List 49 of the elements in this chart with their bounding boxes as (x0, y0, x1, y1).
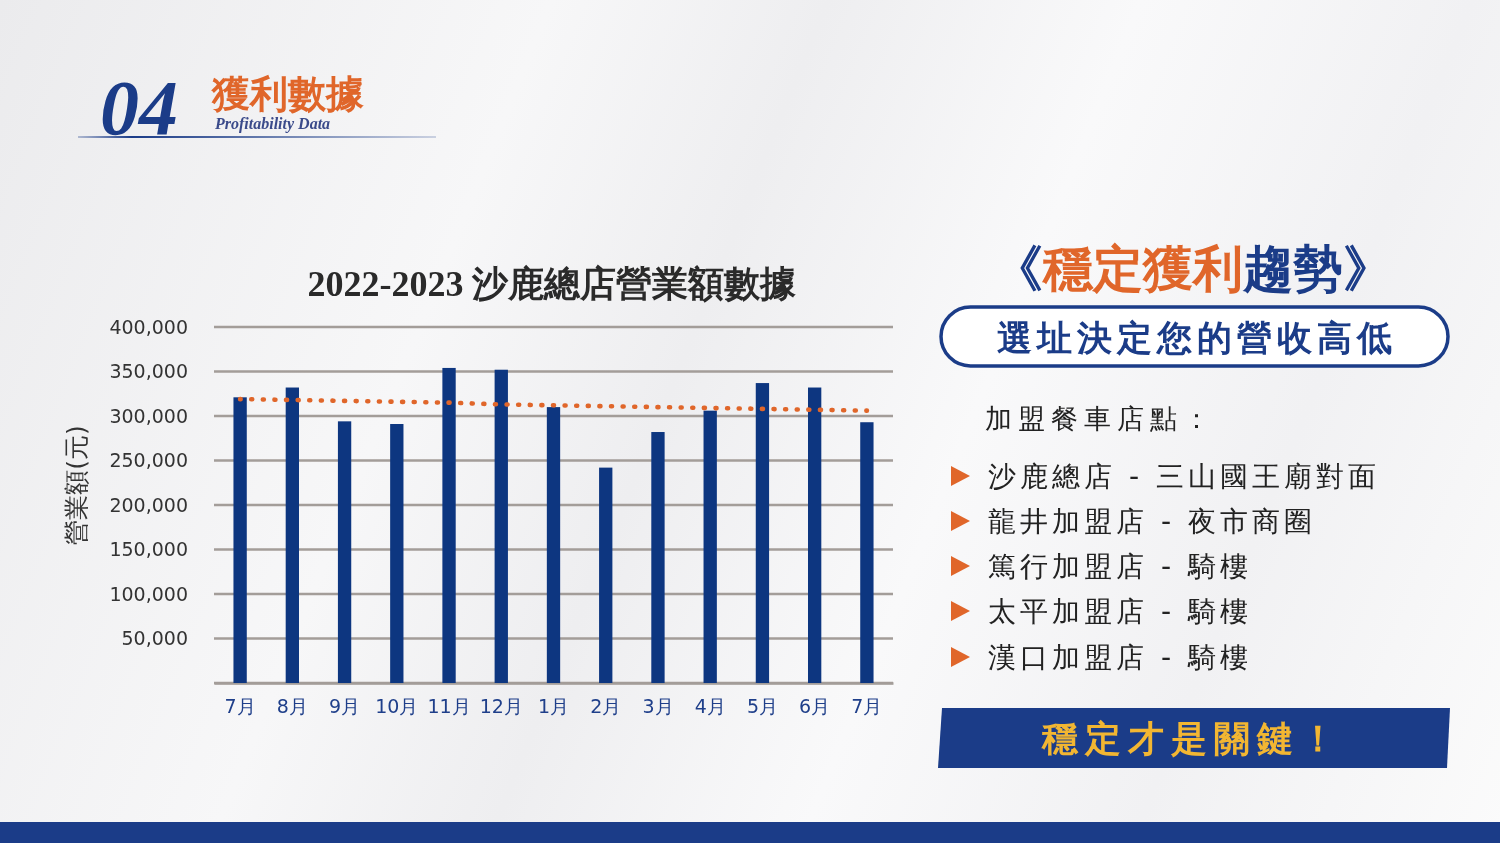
bar (390, 424, 404, 683)
x-tick-label: 2月 (590, 695, 622, 718)
bar (599, 467, 613, 683)
x-tick-label: 10月 (375, 695, 419, 718)
text: 太平加盟店 - 騎樓 (988, 595, 1252, 628)
y-tick-label: 50,000 (121, 627, 188, 650)
text: 獲利數據 (211, 72, 364, 116)
x-tick-label: 4月 (694, 695, 726, 718)
y-tick-label: 200,000 (109, 493, 188, 516)
bar (233, 397, 247, 683)
bar (337, 421, 352, 683)
x-tick-label: 7月 (851, 695, 883, 718)
x-tick-label: 12月 (479, 695, 523, 718)
x-tick-label: 11月 (427, 695, 471, 718)
y-axis-title: 營業額(元) (61, 425, 91, 545)
y-tick-label: 150,000 (109, 538, 188, 561)
text: 加盟餐車店點： (985, 403, 1216, 434)
y-tick-label: 100,000 (109, 582, 188, 605)
text: 沙鹿總店 - 三山國王廟對面 (988, 460, 1380, 493)
text: 篤行加盟店 - 騎樓 (988, 550, 1252, 583)
x-tick-label: 5月 (746, 695, 778, 718)
bar (494, 369, 508, 683)
text: 《穩定獲利趨勢》 (993, 240, 1393, 298)
x-tick-label: 9月 (329, 695, 361, 718)
bar (546, 407, 561, 683)
y-tick-label: 400,000 (109, 315, 188, 338)
x-tick-label: 7月 (224, 695, 256, 718)
y-tick-label: 350,000 (109, 360, 188, 383)
line-series (237, 396, 870, 413)
y-tick-label: 300,000 (109, 404, 188, 427)
text: 04 (100, 64, 178, 151)
bar (807, 387, 822, 683)
text: 漢口加盟店 - 騎樓 (988, 641, 1252, 674)
bar (285, 387, 300, 683)
x-tick-label: 1月 (537, 695, 570, 718)
text: 穩定才是關鍵！ (1040, 718, 1343, 759)
x-tick-label: 8月 (276, 695, 308, 718)
text: 選址決定您的營收高低 (997, 318, 1397, 358)
text: Profitability Data (214, 115, 331, 133)
text: 龍井加盟店 - 夜市商圈 (988, 505, 1316, 538)
bar (651, 432, 665, 683)
x-tick-label: 6月 (799, 695, 831, 718)
bar (442, 367, 456, 683)
x-tick-label: 3月 (642, 695, 674, 718)
y-tick-label: 250,000 (109, 449, 188, 472)
bar (860, 422, 874, 683)
bar (703, 410, 717, 683)
chart-title: 2022-2023 沙鹿總店營業額數據 (307, 264, 797, 304)
bar (755, 383, 770, 683)
